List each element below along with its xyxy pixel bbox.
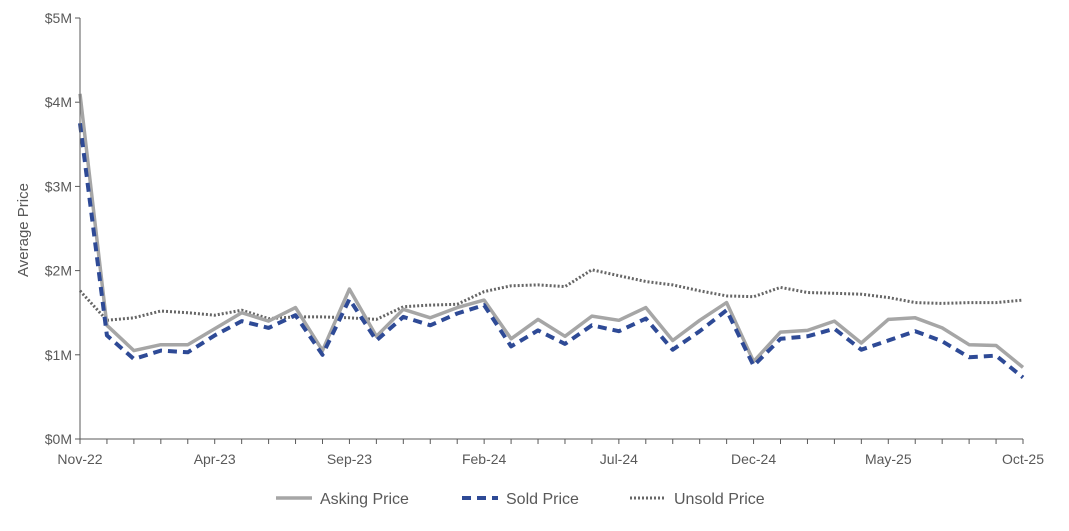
- y-tick-label: $4M: [45, 94, 72, 110]
- y-tick-label: $5M: [45, 10, 72, 26]
- x-tick-label: Sep-23: [327, 451, 372, 467]
- y-tick-label: $2M: [45, 263, 72, 279]
- legend: Asking Price Sold Price Unsold Price: [276, 491, 765, 508]
- y-tick-label: $0M: [45, 431, 72, 447]
- legend-label: Sold Price: [506, 491, 579, 508]
- x-tick-label: Oct-25: [1002, 451, 1044, 467]
- series-line-unsold-price: [78, 268, 1024, 322]
- y-axis-title: Average Price: [15, 183, 32, 277]
- x-tick-label: Nov-22: [57, 451, 102, 467]
- legend-label: Unsold Price: [674, 491, 765, 508]
- series-line-asking-price: [78, 93, 1025, 369]
- y-tick-label: $1M: [45, 347, 72, 363]
- series-line-sold-price: [78, 123, 1025, 380]
- series-lines: [78, 93, 1025, 380]
- x-tick-label: Apr-23: [194, 451, 236, 467]
- x-tick-label: May-25: [865, 451, 912, 467]
- x-tick-label: Jul-24: [600, 451, 638, 467]
- x-tick-label: Feb-24: [462, 451, 507, 467]
- y-tick-label: $3M: [45, 178, 72, 194]
- x-axis: Nov-22 Apr-23 Sep-23 Feb-24 Jul-24 Dec-24 May-…: [57, 439, 1044, 467]
- x-tick-label: Dec-24: [731, 451, 776, 467]
- y-axis: $0M $1M $2M $3M $4M $5M: [45, 10, 80, 447]
- legend-label: Asking Price: [320, 491, 409, 508]
